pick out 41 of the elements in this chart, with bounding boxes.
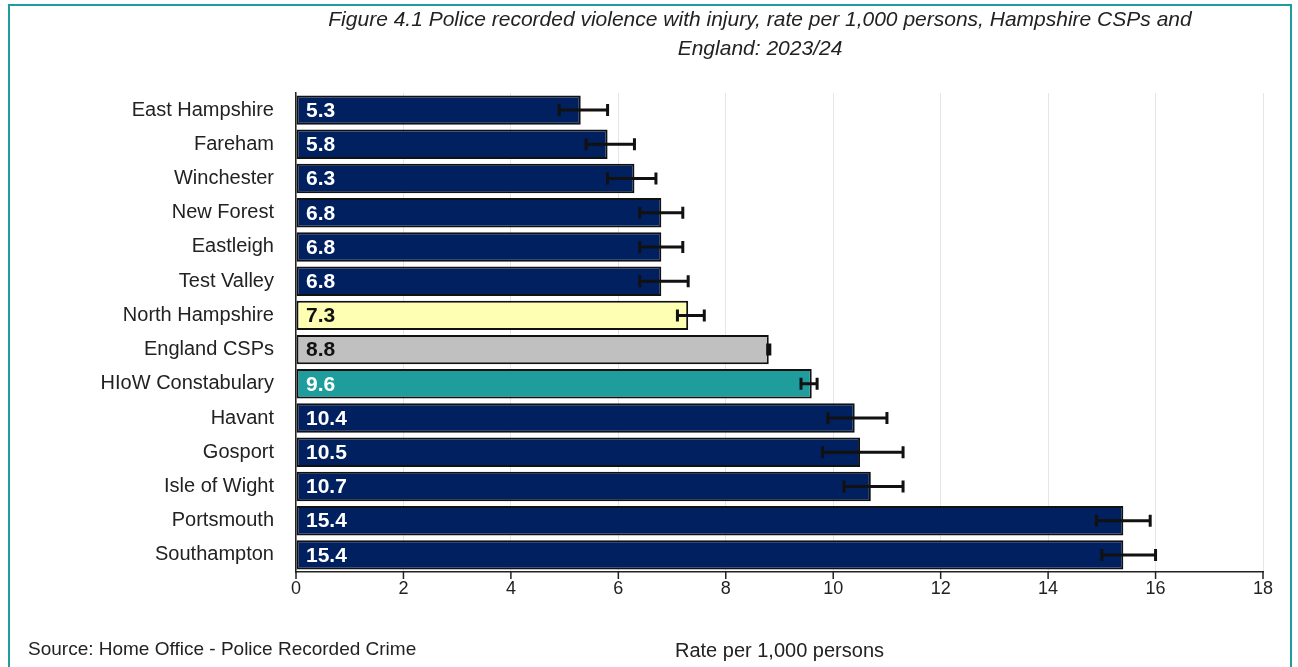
x-tick-label: 12: [930, 577, 951, 598]
y-tick-label: Eastleigh: [191, 234, 274, 257]
y-tick-label: Isle of Wight: [163, 473, 275, 496]
x-tick-label: 0: [290, 577, 302, 598]
data-label: 6.8: [306, 234, 336, 258]
y-tick-label: New Forest: [171, 200, 275, 223]
x-tick-label: 18: [1252, 577, 1274, 598]
x-tick-label: 16: [1145, 577, 1166, 598]
x-tick-label: 8: [720, 577, 731, 598]
data-label: 10.4: [306, 405, 348, 429]
data-label: 10.7: [306, 474, 347, 498]
y-tick-label: Havant: [210, 405, 275, 428]
y-tick-label: North Hampshire: [122, 302, 274, 325]
x-tick-label: 10: [823, 577, 844, 598]
y-tick-label: Test Valley: [178, 268, 274, 291]
x-tick-label: 6: [613, 577, 624, 598]
y-tick-label: East Hampshire: [131, 97, 274, 120]
y-tick-label: Southampton: [155, 542, 274, 565]
data-label: 6.3: [306, 166, 336, 190]
y-tick-label: Gosport: [202, 439, 275, 462]
data-label: 15.4: [306, 542, 348, 566]
data-label: 5.8: [306, 132, 336, 156]
data-label: 5.3: [306, 97, 336, 121]
data-label: 15.4: [306, 508, 348, 532]
data-label: 10.5: [306, 440, 348, 464]
data-label: 8.8: [306, 337, 336, 361]
x-tick-label: 4: [505, 577, 516, 598]
y-tick-label: Portsmouth: [171, 508, 274, 531]
y-tick-label: Winchester: [173, 166, 275, 189]
source-note: Source: Home Office - Police Recorded Crime: [28, 638, 417, 660]
y-tick-label: England CSPs: [143, 337, 274, 360]
data-label: 9.6: [306, 371, 336, 395]
data-label: 7.3: [306, 303, 336, 327]
chart-title: Figure 4.1 Police recorded violence with injury, rate per 1,000 persons, Hampshire CSPs and England: 2023/24: [327, 6, 1193, 61]
x-tick-label: 14: [1038, 577, 1059, 598]
x-axis-title: Rate per 1,000 persons: [674, 638, 885, 661]
data-label: 6.8: [306, 200, 336, 224]
y-tick-label: Fareham: [193, 131, 274, 154]
data-label: 6.8: [306, 268, 336, 292]
x-tick-label: 2: [398, 577, 409, 598]
y-tick-label: HIoW Constabulary: [100, 371, 274, 394]
